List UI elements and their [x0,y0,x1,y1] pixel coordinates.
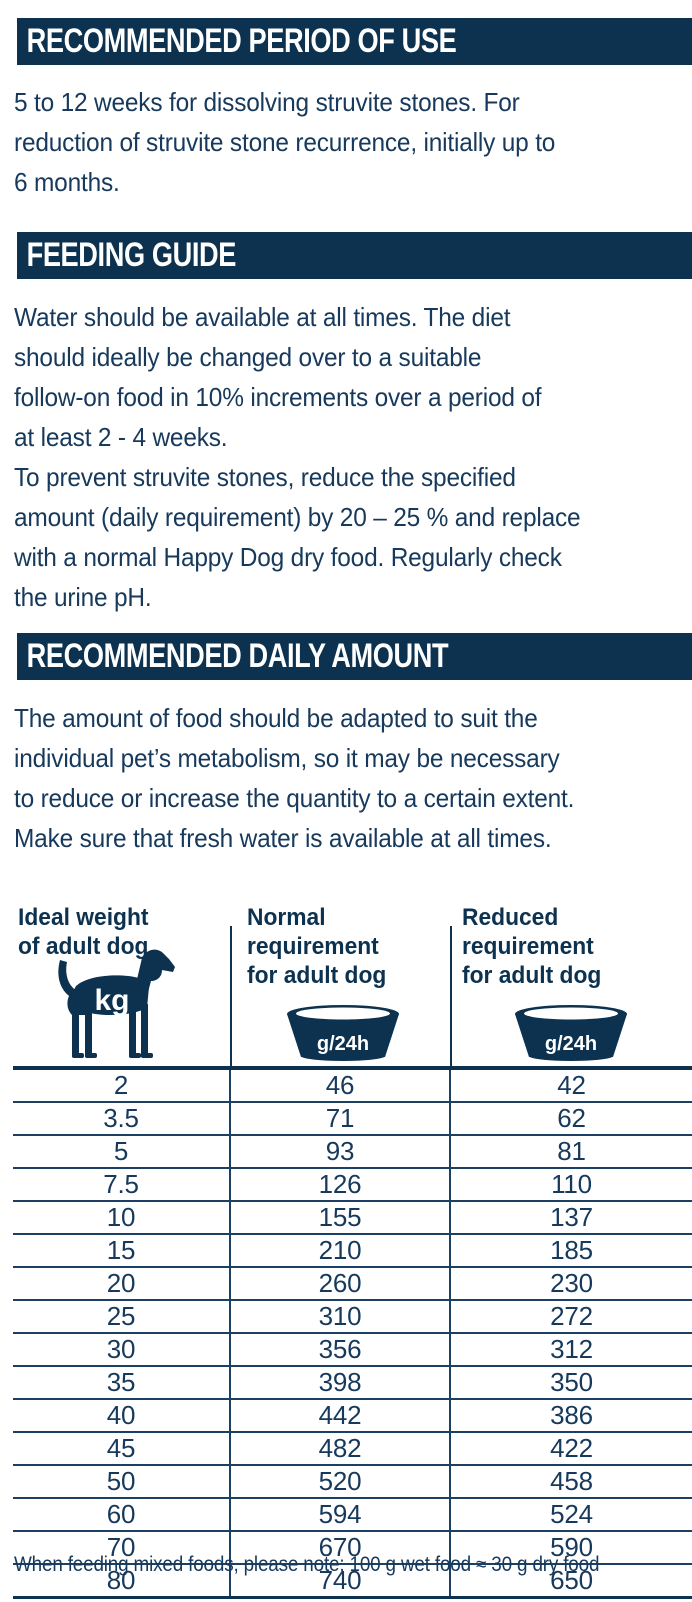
table-cell: 62 [449,1101,692,1136]
table-cell: 312 [449,1332,692,1367]
table-cell: 350 [449,1365,692,1400]
feeding-table-body: 2 46 42 3.5 71 62 5 93 81 7.5 126 110 10 155 137 15 210 1… [13,1067,692,1599]
feeding-table: 2 46 42 3.5 71 62 5 93 81 7.5 126 110 10 155 137 15 210 1… [13,1066,692,1599]
table-row: 10 155 137 [13,1200,692,1235]
table-cell: 520 [229,1464,450,1499]
table-cell: 670 [229,1530,450,1565]
kg-label: kg [94,984,129,1017]
table-cell: 25 [13,1299,230,1334]
table-cell: 45 [13,1431,230,1466]
table-row: 70 670 590 [13,1530,692,1565]
table-cell: 110 [449,1167,692,1202]
table-cell: 93 [229,1134,450,1169]
table-row: 7.5 126 110 [13,1167,692,1202]
table-cell: 81 [449,1134,692,1169]
g24h-label: g/24h [317,1033,369,1055]
column-divider [230,926,232,1066]
table-cell: 35 [13,1365,230,1400]
table-row: 5 93 81 [13,1134,692,1169]
table-cell: 386 [449,1398,692,1433]
table-cell: 356 [229,1332,450,1367]
table-row: 50 520 458 [13,1464,692,1499]
table-row: 30 356 312 [13,1332,692,1367]
table-row: 20 260 230 [13,1266,692,1301]
table-row: 25 310 272 [13,1299,692,1334]
section-bar-feeding-guide: FEEDING GUIDE [17,232,692,279]
table-row: 15 210 185 [13,1233,692,1268]
g24h-label: g/24h [545,1033,597,1055]
table-cell: 2 [13,1067,230,1103]
table-cell: 20 [13,1266,230,1301]
table-cell: 458 [449,1464,692,1499]
table-cell: 15 [13,1233,230,1268]
column-divider [450,926,452,1066]
table-cell: 422 [449,1431,692,1466]
table-cell: 7.5 [13,1167,230,1202]
table-cell: 71 [229,1101,450,1136]
table-cell: 650 [449,1563,692,1599]
table-cell: 524 [449,1497,692,1532]
table-cell: 210 [229,1233,450,1268]
table-cell: 155 [229,1200,450,1235]
table-cell: 740 [229,1563,450,1599]
table-cell: 80 [13,1563,230,1599]
table-cell: 126 [229,1167,450,1202]
bowl-icon: g/24h [281,1004,405,1067]
section-paragraph-period-of-use: 5 to 12 weeks for dissolving struvite st… [14,87,556,197]
table-row: 2 46 42 [13,1067,692,1103]
table-cell: 310 [229,1299,450,1334]
section-bar-daily-amount: RECOMMENDED DAILY AMOUNT [17,633,692,680]
table-cell: 30 [13,1332,230,1367]
bowl-icon: g/24h [509,1004,633,1067]
table-cell: 46 [229,1067,450,1103]
table-cell: 42 [449,1067,692,1103]
table-cell: 594 [229,1497,450,1532]
table-row: 60 594 524 [13,1497,692,1532]
table-cell: 590 [449,1530,692,1565]
table-cell: 137 [449,1200,692,1235]
table-cell: 60 [13,1497,230,1532]
table-cell: 482 [229,1431,450,1466]
footnote: When feeding mixed foods, please note: 1… [14,1553,600,1576]
section-title: RECOMMENDED PERIOD OF USE [26,22,457,60]
table-cell: 70 [13,1530,230,1565]
table-row: 40 442 386 [13,1398,692,1433]
table-cell: 398 [229,1365,450,1400]
table-cell: 3.5 [13,1101,230,1136]
section-bar-period-of-use: RECOMMENDED PERIOD OF USE [17,18,692,65]
table-cell: 272 [449,1299,692,1334]
table-row: 3.5 71 62 [13,1101,692,1136]
table-cell: 260 [229,1266,450,1301]
column-header-normal-requirement: Normal requirement for adult dog [247,904,387,989]
table-cell: 442 [229,1398,450,1433]
column-header-reduced-requirement: Reduced requirement for adult dog [462,904,602,989]
column-header-ideal-weight: Ideal weight of adult dog [18,904,149,960]
table-cell: 185 [449,1233,692,1268]
section-title: RECOMMENDED DAILY AMOUNT [26,637,449,675]
section-paragraph-daily-amount: The amount of food should be adapted to … [14,703,575,853]
table-row: 80 740 650 [13,1563,692,1599]
table-cell: 10 [13,1200,230,1235]
section-title: FEEDING GUIDE [26,236,237,274]
table-row: 35 398 350 [13,1365,692,1400]
section-paragraph-feeding-guide: Water should be available at all times. … [14,302,581,612]
table-cell: 5 [13,1134,230,1169]
table-cell: 40 [13,1398,230,1433]
table-cell: 230 [449,1266,692,1301]
table-row: 45 482 422 [13,1431,692,1466]
table-cell: 50 [13,1464,230,1499]
dog-icon: kg [50,946,176,1069]
